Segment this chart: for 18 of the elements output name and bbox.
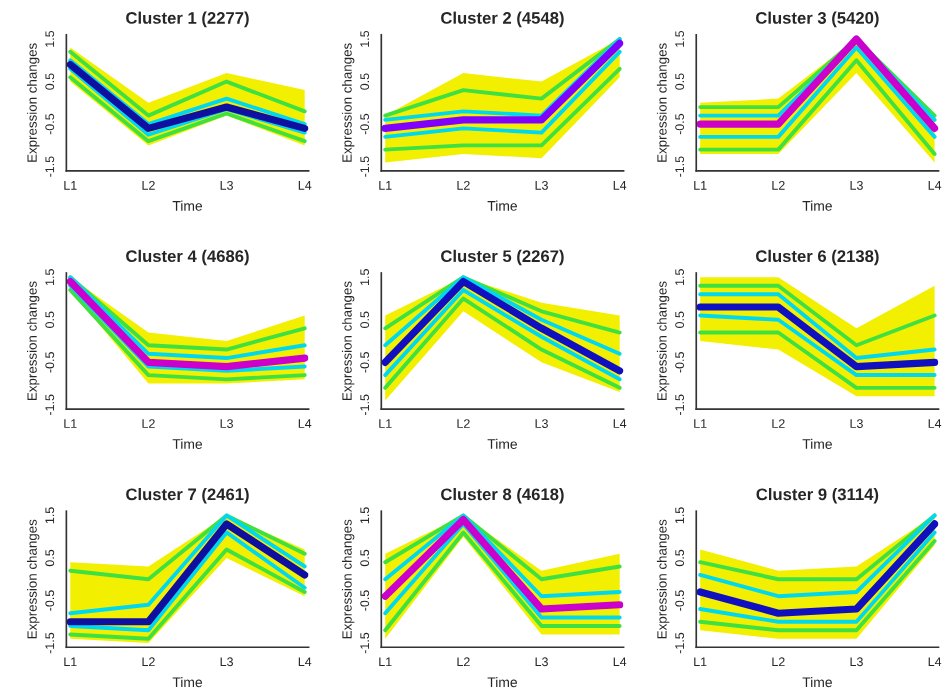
- line-series: [698, 513, 937, 599]
- line-series: [383, 513, 622, 582]
- line-series: [381, 277, 624, 375]
- line-series: [383, 513, 622, 599]
- chart-title: Cluster 7 (2461): [126, 487, 249, 504]
- chart-title: Cluster 3 (5420): [756, 11, 879, 28]
- line-series: [68, 513, 307, 582]
- chart-title: Cluster 4 (4686): [126, 249, 249, 266]
- line-series: [68, 49, 307, 118]
- chart-title: Cluster 2 (4548): [441, 11, 564, 28]
- line-series: [383, 275, 622, 335]
- chart-title: Cluster 8 (4618): [441, 487, 564, 504]
- chart-title: Cluster 9 (3114): [756, 487, 879, 504]
- chart-title: Cluster 5 (2267): [441, 249, 564, 266]
- chart-title: Cluster 1 (2277): [126, 11, 249, 28]
- line-series: [68, 547, 307, 641]
- line-series: [383, 275, 622, 356]
- chart-title: Cluster 6 (2138): [756, 249, 879, 266]
